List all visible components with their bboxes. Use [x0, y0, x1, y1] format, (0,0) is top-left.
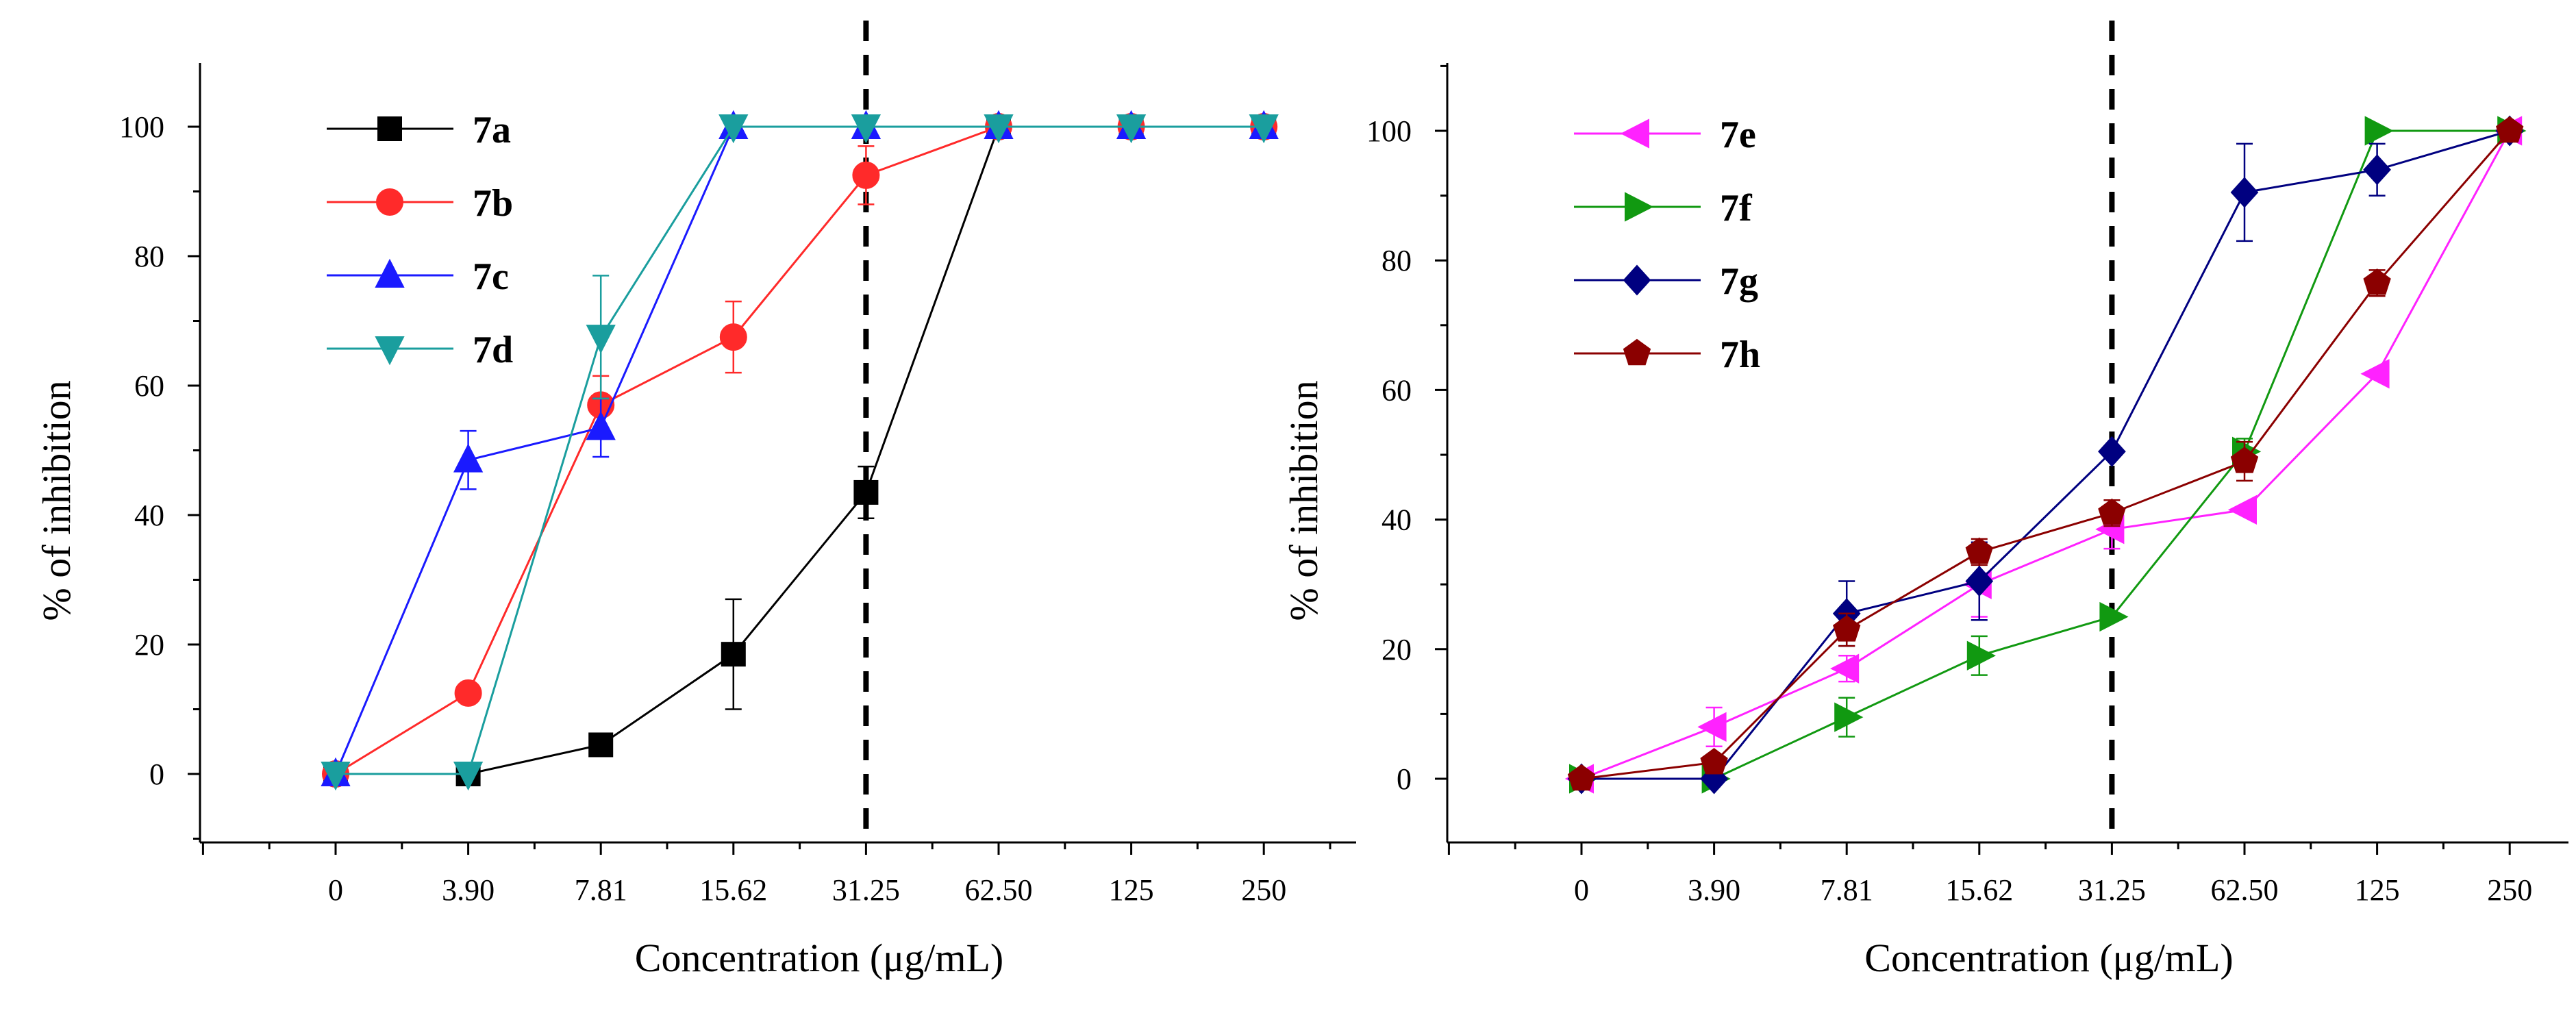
legend-marker-7e	[1620, 118, 1649, 149]
x-tick-label: 31.25	[2078, 873, 2146, 907]
legend-label-7a: 7a	[473, 109, 511, 151]
data-point-7f	[1966, 640, 1996, 671]
chart-panel-1: 0 20 40 60 80 100 0 3.90 7.81 15.62 31.25 62.50 125 2…	[34, 21, 1356, 980]
y-tick-label: 80	[134, 240, 164, 273]
y-tick-label: 20	[1381, 633, 1412, 666]
data-point-7d	[586, 325, 616, 354]
series-line-7e	[1581, 130, 2511, 780]
x-tick-label: 7.81	[575, 873, 627, 907]
data-point-7d	[321, 762, 351, 791]
legend-marker-7d	[375, 336, 405, 366]
chart-panel-2: 0 20 40 60 80 100 0 3.90 7.81 15.62 31.25 62.50 125 2…	[1281, 21, 2568, 980]
legend-label-7e: 7e	[1720, 114, 1756, 156]
y-tick-label: 40	[134, 499, 164, 532]
data-point-7f	[2364, 116, 2394, 146]
data-point-7b	[454, 679, 482, 707]
y-tick-label: 100	[1366, 114, 1412, 148]
data-point-7d	[453, 762, 484, 791]
data-point-7h	[2496, 116, 2524, 143]
data-point-7a	[721, 642, 746, 667]
y-axis-title: % of inhibition	[34, 380, 79, 621]
legend-label-7c: 7c	[473, 255, 509, 298]
series-7g	[1567, 115, 2524, 795]
series-line-7f	[1581, 129, 2510, 780]
legend: 7a 7b 7c 7d	[327, 109, 513, 371]
data-point-7d	[1116, 114, 1147, 144]
x-tick-label: 31.25	[832, 873, 900, 907]
x-tick-label: 0	[328, 873, 343, 907]
series-7e	[1564, 116, 2523, 794]
legend-marker-7f	[1625, 192, 1654, 222]
y-tick-label: 40	[1381, 503, 1412, 537]
data-point-7h	[2363, 268, 2391, 295]
series-line-7g	[1581, 129, 2510, 780]
data-point-7h	[1700, 748, 1728, 775]
legend: 7e 7f 7g 7h	[1574, 114, 1760, 376]
data-point-7e	[1697, 712, 1727, 742]
data-point-7b	[852, 161, 880, 189]
data-point-7h	[2230, 447, 2259, 473]
data-point-7g	[1965, 565, 1994, 597]
x-tick-label: 3.90	[1688, 873, 1740, 907]
y-axis-title: % of inhibition	[1281, 380, 1326, 621]
data-point-7a	[588, 732, 614, 758]
series-7d	[321, 114, 1279, 791]
data-point-7b	[719, 323, 747, 351]
y-tick-label: 100	[119, 110, 164, 144]
data-point-7c	[586, 411, 616, 440]
data-point-7g	[2230, 177, 2259, 208]
x-tick-label: 250	[2487, 873, 2532, 907]
data-point-7f	[1834, 702, 1864, 732]
legend-label-7f: 7f	[1720, 187, 1753, 229]
legend-marker-7a	[377, 116, 402, 141]
data-point-7d	[984, 114, 1014, 144]
x-tick-label: 0	[1574, 873, 1589, 907]
x-tick-label: 7.81	[1821, 873, 1873, 907]
data-point-7h	[1567, 764, 1596, 791]
series-line-7d	[336, 125, 1264, 775]
legend-label-7h: 7h	[1720, 334, 1760, 376]
data-point-7d	[1249, 114, 1279, 144]
y-tick-label: 0	[1397, 762, 1412, 796]
data-point-7d	[851, 114, 881, 144]
legend-marker-7g	[1623, 264, 1651, 296]
x-tick-label: 125	[1109, 873, 1154, 907]
x-tick-label: 15.62	[699, 873, 767, 907]
series-7h	[1567, 116, 2524, 791]
legend-marker-7b	[376, 188, 403, 216]
data-point-7g	[2363, 154, 2391, 186]
y-tick-label: 20	[134, 628, 164, 662]
series-7f	[1569, 116, 2527, 794]
data-point-7h	[1965, 537, 1993, 564]
data-point-7h	[1833, 615, 1861, 642]
legend-marker-7h	[1623, 338, 1651, 366]
data-point-7g	[2098, 436, 2126, 467]
legend-label-7b: 7b	[473, 182, 513, 225]
series-line-7h	[1581, 130, 2511, 780]
data-point-7h	[2098, 498, 2126, 525]
data-point-7e	[1830, 653, 1860, 684]
x-tick-label: 250	[1241, 873, 1286, 907]
x-tick-label: 15.62	[1945, 873, 2013, 907]
x-tick-label: 125	[2355, 873, 2400, 907]
data-point-7d	[718, 114, 749, 144]
legend-marker-7c	[375, 258, 405, 288]
data-point-7f	[2099, 601, 2129, 632]
data-point-7a	[853, 479, 879, 505]
data-point-7e	[2360, 359, 2390, 389]
y-tick-label: 80	[1381, 244, 1412, 277]
x-tick-label: 3.90	[442, 873, 495, 907]
x-tick-label: 62.50	[965, 873, 1033, 907]
legend-label-7g: 7g	[1720, 260, 1758, 303]
y-tick-label: 0	[149, 758, 164, 791]
y-tick-label: 60	[1381, 373, 1412, 407]
y-tick-label: 60	[134, 369, 164, 403]
x-axis-title: Concentration (μg/mL)	[1864, 936, 2233, 980]
legend-label-7d: 7d	[473, 329, 513, 371]
x-tick-label: 62.50	[2211, 873, 2279, 907]
data-point-7e	[2227, 495, 2257, 525]
x-axis-title: Concentration (μg/mL)	[635, 936, 1003, 980]
data-point-7c	[453, 443, 484, 473]
